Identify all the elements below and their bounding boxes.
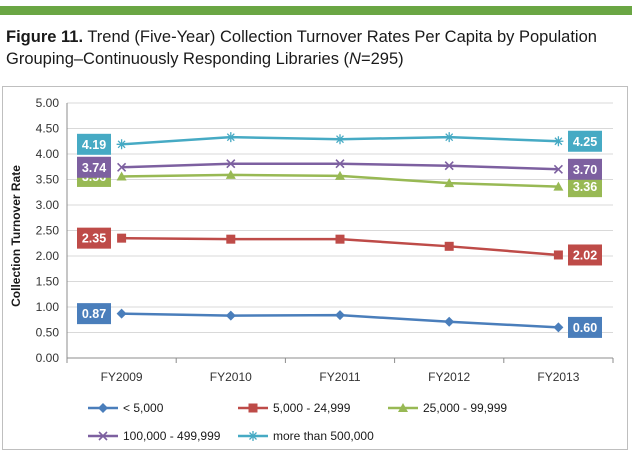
data-label-box xyxy=(77,156,111,178)
y-tick-label: 1.00 xyxy=(36,300,60,314)
data-point xyxy=(98,403,108,413)
x-tick-label: FY2009 xyxy=(101,370,143,384)
data-label: 3.70 xyxy=(568,158,602,180)
data-point xyxy=(553,181,564,191)
legend-item: 25,000 - 99,999 xyxy=(388,401,507,415)
data-point xyxy=(116,139,127,150)
y-tick-label: 4.50 xyxy=(36,122,60,136)
data-point xyxy=(98,431,108,441)
y-tick-label: 2.50 xyxy=(36,224,60,238)
data-point xyxy=(225,169,236,179)
data-point xyxy=(444,316,455,327)
data-label-text: 0.87 xyxy=(82,307,106,321)
legend-label: more than 500,000 xyxy=(273,429,374,443)
data-label: 2.35 xyxy=(77,227,111,249)
x-tick-label: FY2011 xyxy=(319,370,360,384)
data-point xyxy=(553,136,564,147)
data-point xyxy=(398,403,408,412)
data-label-box xyxy=(77,227,111,249)
data-point xyxy=(335,310,345,321)
y-tick-label: 2.00 xyxy=(36,249,60,263)
y-tick-label: 0.50 xyxy=(36,326,60,340)
series xyxy=(117,159,563,174)
legend-label: < 5,000 xyxy=(123,401,164,415)
data-label-box xyxy=(568,158,602,180)
data-label: 4.25 xyxy=(568,130,602,152)
legend-label: 100,000 - 499,999 xyxy=(123,429,221,443)
data-point xyxy=(116,171,127,181)
series xyxy=(116,308,564,333)
data-point xyxy=(225,132,236,143)
figure-title-line1: Trend (Five-Year) Collection Turnover Ra… xyxy=(87,28,597,46)
data-label-text: 3.36 xyxy=(573,180,597,194)
data-label: 3.74 xyxy=(77,156,111,178)
y-tick-label: 4.00 xyxy=(36,147,60,161)
series xyxy=(116,132,564,150)
data-label-text: 3.70 xyxy=(573,163,597,177)
data-label: 0.60 xyxy=(568,316,602,338)
data-label-box xyxy=(568,130,602,152)
data-point xyxy=(335,159,345,169)
legend-item: more than 500,000 xyxy=(238,429,374,443)
data-point xyxy=(117,162,127,172)
figure-label: Figure 11. xyxy=(6,28,84,46)
y-tick-label: 5.00 xyxy=(36,96,60,110)
data-label-text: 4.25 xyxy=(573,135,597,149)
data-label-box xyxy=(568,176,602,198)
data-point xyxy=(248,431,258,441)
data-point xyxy=(248,403,258,413)
data-label-box xyxy=(77,303,111,325)
data-point xyxy=(553,322,564,333)
data-point xyxy=(444,178,455,188)
data-label: 0.87 xyxy=(77,303,111,325)
data-label-box xyxy=(77,133,111,155)
data-label-box xyxy=(568,316,602,338)
data-point xyxy=(444,132,455,143)
legend-item: 100,000 - 499,999 xyxy=(88,429,221,443)
chart-frame xyxy=(2,86,628,450)
x-tick-label: FY2012 xyxy=(428,370,470,384)
y-tick-label: 0.00 xyxy=(36,351,60,365)
legend-label: 5,000 - 24,999 xyxy=(273,401,351,415)
figure-title: Figure 11. Trend (Five-Year) Collection … xyxy=(6,26,626,70)
data-label-text: 2.02 xyxy=(573,248,597,262)
data-label: 3.36 xyxy=(568,176,602,198)
series xyxy=(116,169,564,191)
y-tick-label: 1.50 xyxy=(36,275,60,289)
series xyxy=(117,233,563,260)
data-point xyxy=(335,170,345,180)
y-tick-label: 3.50 xyxy=(36,173,60,187)
accent-bar xyxy=(0,6,632,15)
figure-title-line2-pre: Grouping–Continuously Responding Librari… xyxy=(6,50,350,68)
data-point xyxy=(444,161,454,171)
legend-item: 5,000 - 24,999 xyxy=(238,401,351,415)
y-tick-label: 3.00 xyxy=(36,198,60,212)
data-point xyxy=(553,164,563,174)
data-label-text: 0.60 xyxy=(573,321,597,335)
legend-item: < 5,000 xyxy=(88,401,164,415)
data-point xyxy=(335,234,345,244)
data-point xyxy=(444,241,454,251)
data-point xyxy=(116,308,127,319)
figure-title-line2-post: =295) xyxy=(360,50,404,68)
data-label-text: 4.19 xyxy=(82,138,106,152)
data-label-text: 3.74 xyxy=(82,161,106,175)
data-label: 2.02 xyxy=(568,244,602,266)
data-point xyxy=(553,250,563,260)
data-label-box xyxy=(568,244,602,266)
legend-label: 25,000 - 99,999 xyxy=(423,401,507,415)
data-point xyxy=(226,234,236,244)
data-point xyxy=(225,310,236,321)
x-tick-label: FY2013 xyxy=(537,370,579,384)
x-tick-label: FY2010 xyxy=(210,370,252,384)
data-point xyxy=(117,233,127,243)
data-point xyxy=(335,134,345,145)
data-label: 4.19 xyxy=(77,133,111,155)
figure-title-n: N xyxy=(349,50,361,68)
data-label-text: 2.35 xyxy=(82,232,106,246)
data-point xyxy=(226,159,236,169)
y-axis-label: Collection Turnover Rate xyxy=(9,165,23,307)
